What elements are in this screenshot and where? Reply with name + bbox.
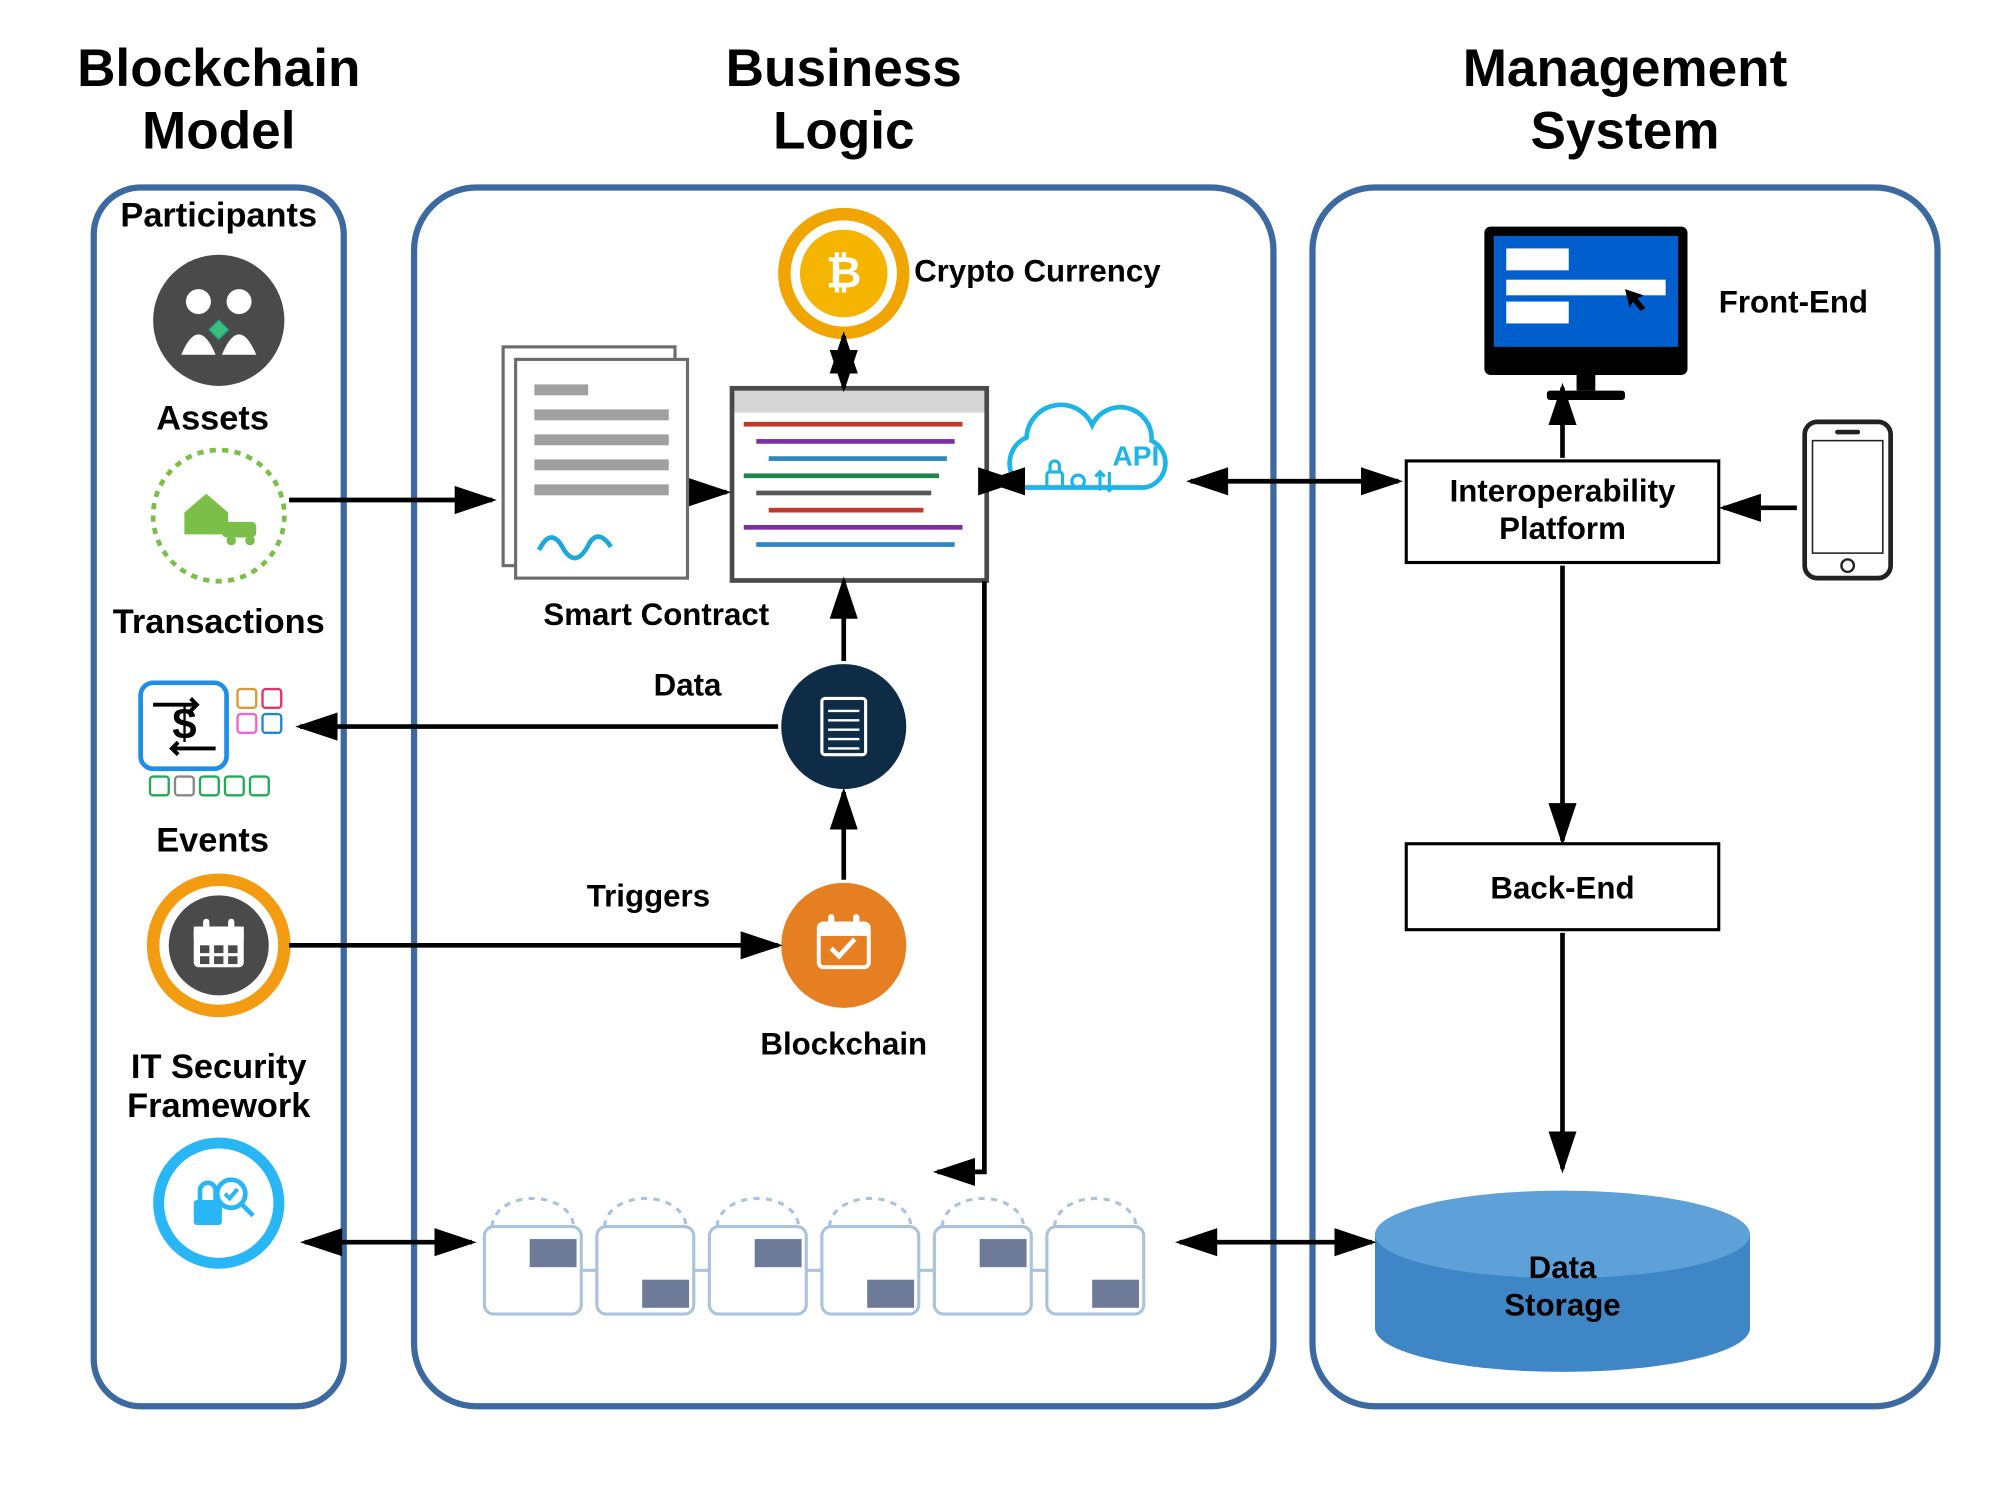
transactions-icon: $ (141, 683, 282, 796)
transactions-label: Transactions (113, 603, 325, 641)
code-down-to-blockchain (938, 581, 985, 1172)
managementSystem-title: Management (1463, 39, 1788, 98)
contract-document-icon (503, 347, 687, 578)
triggers-node-icon (781, 883, 906, 1008)
svg-text:System: System (1531, 101, 1720, 160)
smart-contract-label: Smart Contract (543, 597, 769, 632)
assets-label: Assets (156, 400, 269, 438)
events-label: Events (156, 822, 269, 860)
svg-text:Framework: Framework (127, 1087, 311, 1125)
blockchain-label: Blockchain (760, 1027, 927, 1062)
blockchainModel-title: Blockchain (77, 39, 360, 98)
svg-text:Storage: Storage (1504, 1288, 1620, 1323)
participants-icon (153, 255, 284, 386)
data-storage-label: Data (1529, 1250, 1597, 1285)
backend-label: Back-End (1490, 870, 1634, 905)
crypto-icon: ₿ (784, 214, 903, 333)
data-node-icon (781, 664, 906, 789)
crypto-label: Crypto Currency (914, 253, 1161, 288)
svg-text:Logic: Logic (773, 101, 915, 160)
interop-label: Interoperability (1450, 474, 1676, 509)
svg-text:₿: ₿ (826, 248, 862, 297)
security-label: IT Security (131, 1048, 307, 1086)
data-label: Data (654, 667, 722, 702)
monitor-icon (1484, 227, 1687, 400)
participants-label: Participants (120, 197, 317, 235)
assets-icon (153, 450, 284, 581)
triggers-label: Triggers (587, 878, 710, 913)
svg-text:Model: Model (142, 101, 295, 160)
svg-text:Platform: Platform (1499, 511, 1626, 546)
blockchain-chain-icon (484, 1198, 1143, 1314)
businessLogic-title: Business (726, 39, 962, 98)
frontend-label: Front-End (1719, 285, 1868, 320)
security-icon (153, 1138, 284, 1269)
code-editor-icon (730, 386, 989, 583)
api-cloud-icon: API (1010, 405, 1166, 491)
svg-text:API: API (1113, 441, 1160, 472)
events-icon (153, 880, 284, 1011)
phone-icon (1805, 422, 1891, 578)
